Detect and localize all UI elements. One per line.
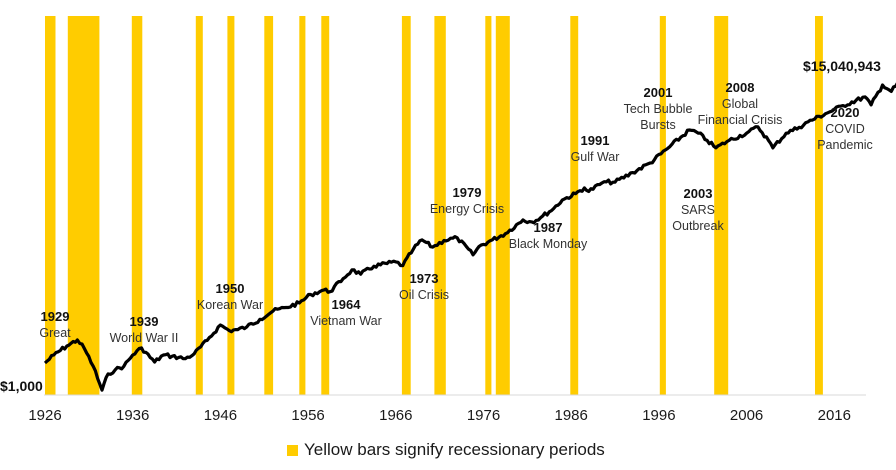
- annotation-label: Vietnam War: [310, 314, 382, 328]
- recession-bar-2: [131, 16, 143, 395]
- recession-bar-8: [401, 16, 411, 395]
- x-axis-ticks: 1926 1936 1946 1956 1966 1976 1986 1996 2006 2016: [28, 407, 851, 424]
- annotation-year: 1991: [581, 133, 610, 148]
- annotation-2003: 2003 SARS Outbreak: [672, 186, 724, 233]
- x-tick-label: 1986: [555, 407, 588, 424]
- recession-bar-10: [485, 16, 492, 395]
- recession-bar-13: [659, 16, 666, 395]
- annotation-1987: 1987 Black Monday: [509, 220, 588, 251]
- annotation-label: Bursts: [640, 118, 675, 132]
- annotation-year: 2003: [684, 186, 713, 201]
- recession-bar-15: [815, 16, 823, 395]
- annotation-year: 1973: [410, 271, 439, 286]
- recession-bars: [45, 16, 823, 395]
- annotation-1979: 1979 Energy Crisis: [430, 185, 504, 216]
- legend-text: Yellow bars signify recessionary periods: [304, 440, 605, 459]
- recession-bar-12: [570, 16, 579, 395]
- annotation-1964: 1964 Vietnam War: [310, 297, 382, 328]
- annotation-year: 1987: [534, 220, 563, 235]
- x-tick-label: 1926: [28, 407, 61, 424]
- recession-bar-14: [714, 16, 729, 395]
- annotation-2008: 2008 Global Financial Crisis: [698, 80, 783, 127]
- annotation-label: Outbreak: [672, 219, 724, 233]
- recession-bar-7: [321, 16, 330, 395]
- annotation-year: 2020: [831, 105, 860, 120]
- annotation-label: Energy Crisis: [430, 202, 504, 216]
- annotation-label: Gulf War: [571, 150, 620, 164]
- annotation-year: 1939: [130, 314, 159, 329]
- annotation-label: Korean War: [197, 298, 263, 312]
- x-tick-label: 1996: [642, 407, 675, 424]
- annotation-1939: 1939 World War II: [110, 314, 179, 345]
- annotation-label: Pandemic: [817, 138, 873, 152]
- recession-bar-3: [195, 16, 203, 395]
- annotation-year: 1950: [216, 281, 245, 296]
- annotation-label: Tech Bubble: [624, 102, 693, 116]
- annotation-label: COVID: [825, 122, 865, 136]
- growth-line: [43, 82, 896, 392]
- annotation-label: Black Monday: [509, 237, 588, 251]
- annotation-2020: 2020 COVID Pandemic: [817, 105, 873, 152]
- annotation-year: 2008: [726, 80, 755, 95]
- annotation-year: 2001: [644, 85, 673, 100]
- x-tick-label: 1946: [204, 407, 237, 424]
- start-value-label: $1,000: [0, 378, 43, 394]
- x-tick-label: 1976: [467, 407, 500, 424]
- annotation-label: SARS: [681, 203, 715, 217]
- annotation-1929: 1929 Great: [39, 309, 71, 340]
- annotation-label: Great: [39, 326, 71, 340]
- recession-bar-5: [264, 16, 274, 395]
- recession-bar-4: [227, 16, 235, 395]
- recession-bar-1: [67, 16, 100, 395]
- annotation-1950: 1950 Korean War: [197, 281, 263, 312]
- annotation-1991: 1991 Gulf War: [571, 133, 620, 164]
- recession-bar-0: [45, 16, 56, 395]
- x-tick-label: 1956: [291, 407, 324, 424]
- end-value-label: $15,040,943: [803, 58, 881, 74]
- annotation-2001: 2001 Tech Bubble Bursts: [624, 85, 693, 132]
- recession-bar-11: [495, 16, 510, 395]
- annotation-label: World War II: [110, 331, 179, 345]
- legend-swatch-recession: [287, 444, 298, 456]
- annotation-year: 1979: [453, 185, 482, 200]
- x-tick-label: 2006: [730, 407, 763, 424]
- annotation-year: 1929: [41, 309, 70, 324]
- x-tick-label: 1936: [116, 407, 149, 424]
- annotation-label: Global: [722, 97, 758, 111]
- x-tick-label: 2016: [818, 407, 851, 424]
- annotation-1973: 1973 Oil Crisis: [399, 271, 449, 302]
- x-tick-label: 1966: [379, 407, 412, 424]
- recession-bar-6: [299, 16, 306, 395]
- recession-bar-9: [434, 16, 446, 395]
- annotation-label: Oil Crisis: [399, 288, 449, 302]
- annotation-label: Financial Crisis: [698, 113, 783, 127]
- annotation-year: 1964: [332, 297, 362, 312]
- legend: Yellow bars signify recessionary periods: [287, 440, 605, 460]
